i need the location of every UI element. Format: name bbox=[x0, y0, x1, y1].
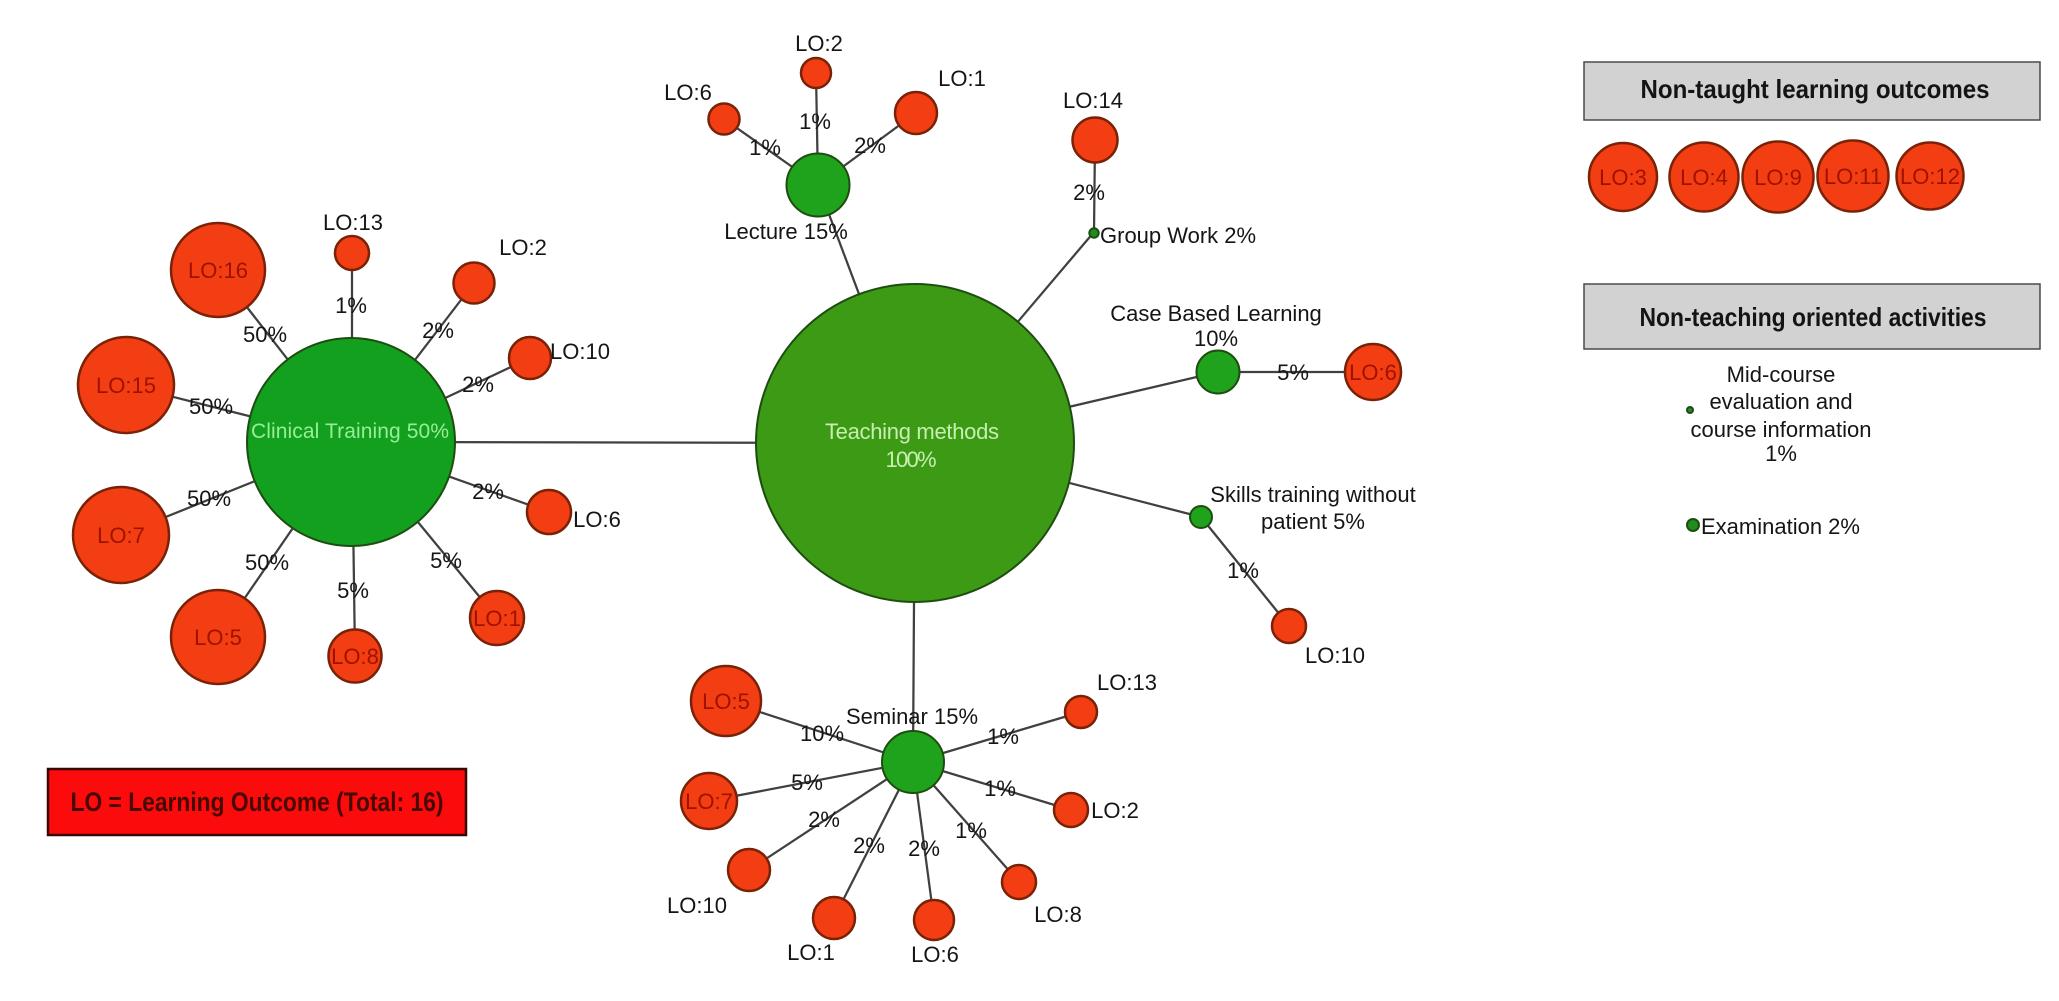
svg-text:Teaching methods: Teaching methods bbox=[825, 419, 999, 444]
svg-text:Group Work 2%: Group Work 2% bbox=[1100, 223, 1256, 248]
svg-text:LO:6: LO:6 bbox=[1349, 360, 1397, 385]
svg-text:5%: 5% bbox=[791, 770, 823, 795]
svg-text:Case Based Learning: Case Based Learning bbox=[1110, 301, 1322, 326]
svg-text:LO:10: LO:10 bbox=[1305, 643, 1365, 668]
svg-text:Clinical Training 50%: Clinical Training 50% bbox=[251, 420, 449, 443]
svg-text:1%: 1% bbox=[335, 293, 367, 318]
svg-text:LO:5: LO:5 bbox=[702, 689, 750, 714]
svg-text:5%: 5% bbox=[1277, 360, 1309, 385]
svg-text:LO:4: LO:4 bbox=[1680, 165, 1728, 190]
svg-text:1%: 1% bbox=[1227, 558, 1259, 583]
svg-text:5%: 5% bbox=[337, 578, 369, 603]
svg-text:5%: 5% bbox=[430, 548, 462, 573]
svg-text:LO:13: LO:13 bbox=[323, 210, 383, 235]
svg-text:course information: course information bbox=[1691, 417, 1872, 442]
svg-text:2%: 2% bbox=[853, 833, 885, 858]
svg-text:2%: 2% bbox=[472, 479, 504, 504]
svg-text:LO:3: LO:3 bbox=[1599, 165, 1647, 190]
svg-text:LO:8: LO:8 bbox=[1034, 902, 1082, 927]
svg-text:1%: 1% bbox=[749, 135, 781, 160]
svg-text:1%: 1% bbox=[984, 776, 1016, 801]
svg-text:LO:2: LO:2 bbox=[795, 31, 843, 56]
svg-text:Non-teaching oriented activiti: Non-teaching oriented activities bbox=[1640, 302, 1987, 332]
svg-text:2%: 2% bbox=[1073, 180, 1105, 205]
svg-text:LO:1: LO:1 bbox=[938, 66, 986, 91]
svg-text:1%: 1% bbox=[987, 724, 1019, 749]
svg-text:LO:6: LO:6 bbox=[664, 80, 712, 105]
svg-text:LO:11: LO:11 bbox=[1824, 164, 1882, 189]
svg-text:LO:15: LO:15 bbox=[96, 373, 156, 398]
svg-text:patient 5%: patient 5% bbox=[1261, 509, 1365, 534]
svg-text:10%: 10% bbox=[800, 721, 844, 746]
svg-text:LO:10: LO:10 bbox=[667, 893, 727, 918]
svg-text:Examination 2%: Examination 2% bbox=[1701, 514, 1860, 539]
svg-text:LO:1: LO:1 bbox=[787, 940, 835, 965]
svg-text:LO:2: LO:2 bbox=[1091, 798, 1139, 823]
svg-text:100%: 100% bbox=[886, 447, 937, 472]
svg-text:LO:2: LO:2 bbox=[499, 235, 547, 260]
svg-text:Seminar 15%: Seminar 15% bbox=[846, 704, 978, 729]
svg-text:LO:6: LO:6 bbox=[911, 942, 959, 967]
svg-text:1%: 1% bbox=[799, 109, 831, 134]
svg-text:50%: 50% bbox=[187, 486, 231, 511]
svg-text:Lecture 15%: Lecture 15% bbox=[724, 219, 848, 244]
svg-text:LO = Learning Outcome (Total:: LO = Learning Outcome (Total: 16) bbox=[71, 787, 444, 817]
svg-text:LO:7: LO:7 bbox=[685, 789, 733, 814]
svg-text:2%: 2% bbox=[854, 133, 886, 158]
svg-text:LO:13: LO:13 bbox=[1097, 670, 1157, 695]
svg-text:2%: 2% bbox=[462, 372, 494, 397]
svg-text:Skills training without: Skills training without bbox=[1210, 482, 1415, 507]
svg-text:LO:14: LO:14 bbox=[1063, 88, 1123, 113]
svg-text:10%: 10% bbox=[1194, 326, 1238, 351]
svg-text:LO:12: LO:12 bbox=[1900, 164, 1960, 189]
svg-text:LO:1: LO:1 bbox=[473, 606, 521, 631]
svg-text:LO:9: LO:9 bbox=[1754, 165, 1802, 190]
svg-text:LO:5: LO:5 bbox=[194, 625, 242, 650]
svg-text:evaluation and: evaluation and bbox=[1709, 389, 1852, 414]
svg-text:Non-taught learning outcomes: Non-taught learning outcomes bbox=[1641, 74, 1990, 104]
svg-text:LO:10: LO:10 bbox=[550, 339, 610, 364]
svg-text:LO:7: LO:7 bbox=[97, 523, 145, 548]
svg-text:2%: 2% bbox=[422, 318, 454, 343]
svg-text:1%: 1% bbox=[955, 818, 987, 843]
svg-text:50%: 50% bbox=[245, 550, 289, 575]
svg-text:2%: 2% bbox=[808, 807, 840, 832]
svg-text:LO:16: LO:16 bbox=[188, 258, 248, 283]
svg-text:2%: 2% bbox=[908, 836, 940, 861]
svg-text:50%: 50% bbox=[189, 394, 233, 419]
svg-text:1%: 1% bbox=[1765, 441, 1797, 466]
svg-text:LO:6: LO:6 bbox=[573, 507, 621, 532]
svg-text:Mid-course: Mid-course bbox=[1727, 362, 1836, 387]
svg-text:50%: 50% bbox=[243, 322, 287, 347]
svg-text:LO:8: LO:8 bbox=[331, 644, 379, 669]
